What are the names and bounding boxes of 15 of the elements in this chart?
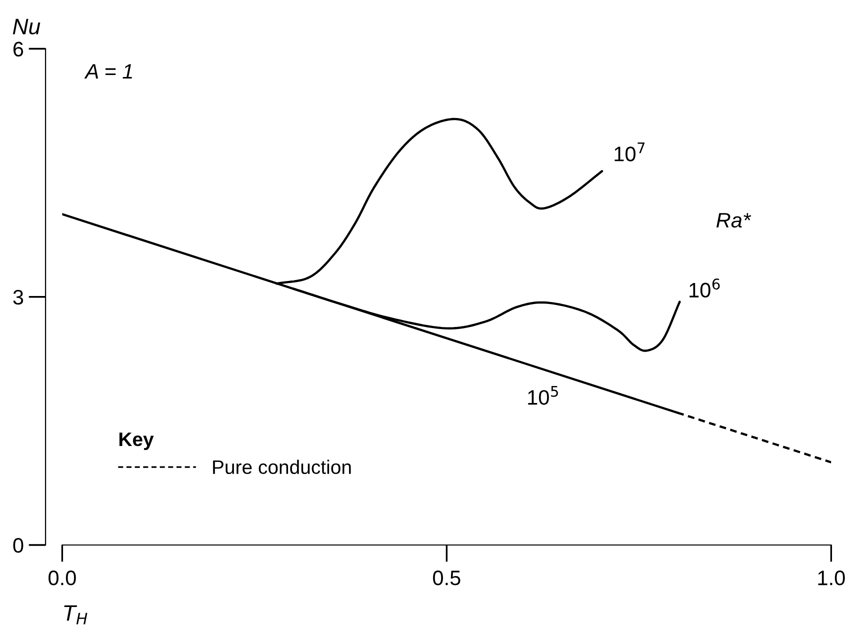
series-label: 10$^{7}$ [614,142,645,162]
y-axis-title: Nu [12,18,40,34]
legend-title: Key [119,432,154,450]
x-tick-label: 0.0 [48,570,76,586]
y-tick-label: 6 [13,42,24,57]
y-tick-label: 0 [13,538,24,553]
annotation: Ra* [716,213,752,228]
legend-label: Pure conduction [213,460,351,474]
x-tick-label: 0.5 [433,570,460,586]
series-label: 10$^{5}$ [528,386,558,405]
x-tick-label: 1.0 [818,570,845,586]
y-tick-label: 3 [13,290,24,305]
series-label: 10$^{6}$ [690,278,720,298]
annotation: A = 1 [84,64,132,79]
x-axis-title: T$_{H}$ [64,605,88,624]
